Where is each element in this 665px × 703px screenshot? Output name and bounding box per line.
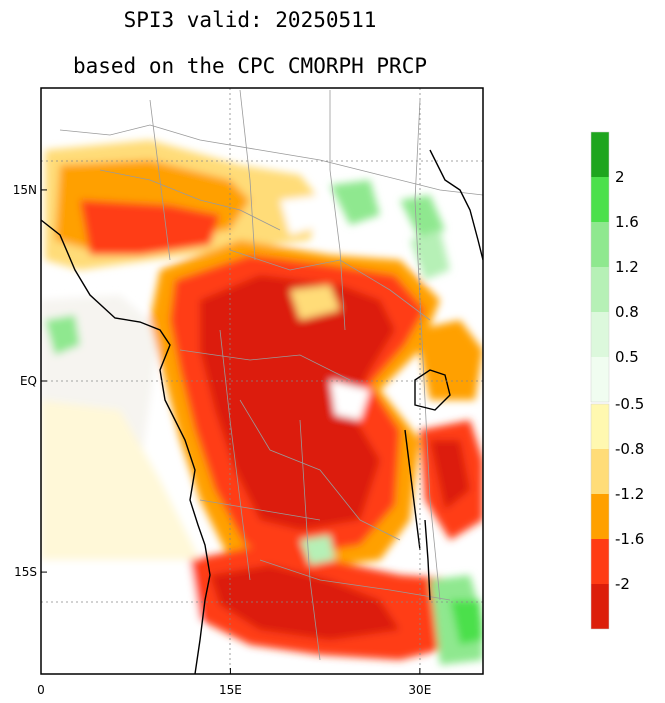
graticule	[41, 88, 483, 674]
colorbar-label: 0.8	[615, 303, 639, 321]
colorbar-swatch	[591, 449, 609, 494]
colorbar-swatch	[591, 584, 609, 629]
colorbar-label: 2	[615, 168, 625, 186]
y-tick-label: EQ	[20, 374, 37, 388]
colorbar-swatch	[591, 404, 609, 449]
x-tick-label: 0	[37, 683, 45, 697]
colorbar-label: 0.5	[615, 348, 639, 366]
colorbar-swatch	[591, 132, 609, 177]
x-tick-label: 30E	[408, 683, 431, 697]
colorbar-swatch	[591, 177, 609, 222]
colorbar-label: -1.6	[615, 530, 644, 548]
colorbar-label: 1.2	[615, 258, 639, 276]
colorbar-wet: 2 1.6 1.2 0.8 0.5	[590, 131, 639, 403]
colorbar-label: -0.8	[615, 440, 644, 458]
colorbar-label: -0.5	[615, 395, 644, 413]
colorbar-label: -1.2	[615, 485, 644, 503]
colorbar-dry: -0.5 -0.8 -1.2 -1.6 -2	[590, 395, 644, 630]
colorbar-swatch	[591, 222, 609, 267]
spi-anomaly-field	[41, 140, 483, 674]
colorbar-label: 1.6	[615, 213, 639, 231]
colorbar-swatch	[591, 539, 609, 584]
map-subtitle: based on the CPC CMORPH PRCP	[72, 54, 427, 78]
x-tick-label: 15E	[219, 683, 242, 697]
map-field	[41, 88, 483, 674]
colorbar-swatch	[591, 312, 609, 357]
y-tick-label: 15N	[13, 183, 37, 197]
colorbar-swatch	[591, 267, 609, 312]
axis-ticks: 0 15E 30E 15N EQ 15S	[13, 183, 432, 697]
map-title: SPI3 valid: 20250511	[123, 8, 377, 32]
y-tick-label: 15S	[14, 565, 37, 579]
colorbar-swatch	[591, 357, 609, 402]
colorbar-swatch	[591, 494, 609, 539]
colorbar-label: -2	[615, 575, 630, 593]
coastline	[41, 149, 483, 674]
